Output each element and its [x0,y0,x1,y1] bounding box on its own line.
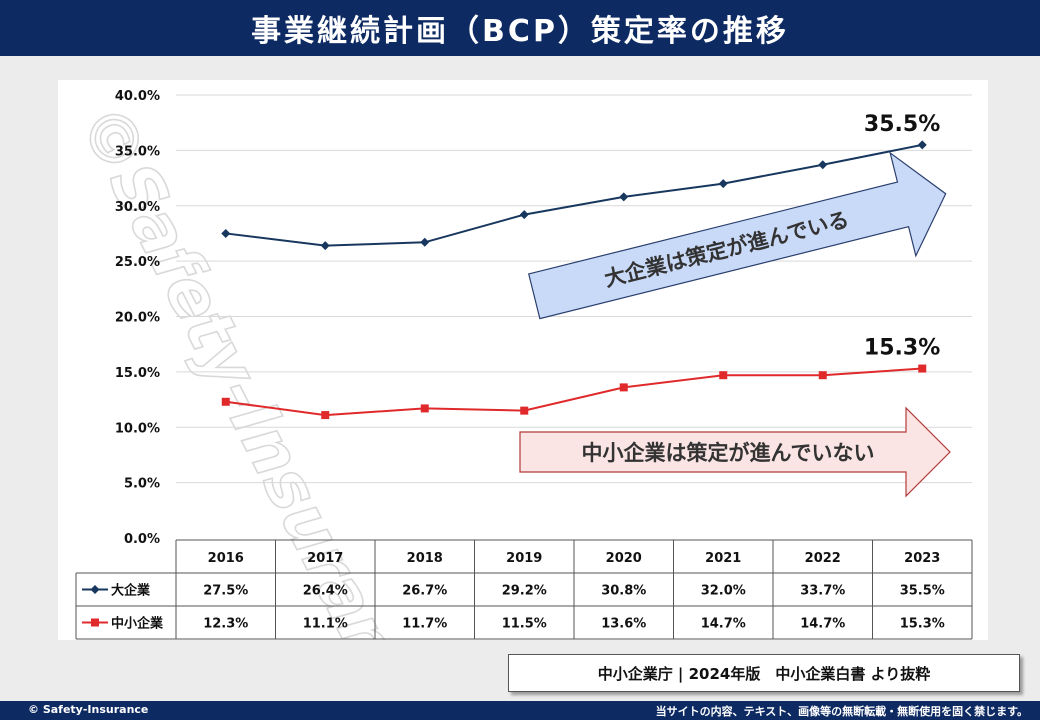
table-cell: 14.7% [701,617,746,632]
table-cell: 29.2% [502,584,547,599]
table-header-year: 2018 [407,551,443,566]
data-point [320,241,330,251]
y-tick-label: 5.0% [124,477,160,492]
source-note: 中小企業庁 | 2024年版 中小企業白書 より抜粋 [508,654,1020,692]
annotation-arrow-small: 中小企業は策定が進んでいない [519,406,951,498]
y-tick-label: 10.0% [115,421,160,436]
chart-series: 35.5% 15.3% [221,112,940,420]
y-tick-label: 0.0% [124,532,160,547]
data-point [221,228,231,238]
arrow-shape [519,406,951,498]
series-line [225,143,923,247]
legend-marker [91,618,99,627]
arrow-label: 中小企業は策定が進んでいない [582,441,875,465]
y-tick-label: 20.0% [115,311,160,326]
data-point [519,210,529,220]
table-header-year: 2021 [705,551,741,566]
y-tick-label: 40.0% [115,89,160,104]
data-table: 2016 2017 2018 2019 2020 2021 2022 2023 大企業 27.5%… [75,539,973,640]
data-point [321,411,330,420]
footer-bar: © Safety-Insurance 当サイトの内容、テキスト、画像等の無断転載… [0,701,1040,720]
data-point [818,371,827,380]
y-tick-label: 35.0% [115,144,160,159]
series-end-label: 35.5% [864,112,940,137]
data-point [818,160,828,170]
arrow-shape [528,151,947,320]
table-row-label: 中小企業 [111,616,164,632]
footer-copyright: © Safety-Insurance [28,703,149,716]
data-point [918,364,927,373]
table-header-year: 2022 [805,551,841,566]
table-cell: 26.4% [303,584,348,599]
table-cell: 33.7% [800,584,845,599]
data-point [917,140,927,150]
table-cell: 11.1% [303,617,348,632]
table-cell: 15.3% [900,617,945,632]
table-cell: 13.6% [601,617,646,632]
table-cell: 35.5% [900,584,945,599]
table-cell: 26.7% [402,584,447,599]
legend-marker [90,585,100,594]
page-title: 事業継続計画（BCP）策定率の推移 [0,0,1040,56]
y-axis: 0.0% 5.0% 10.0% 15.0% 20.0% 25.0% 30.0% 35.0% 40… [115,89,160,547]
table-cell: 30.8% [601,584,646,599]
table-header-year: 2016 [208,551,244,566]
table-cell: 12.3% [203,617,248,632]
data-point [719,371,728,380]
table-cell: 27.5% [203,584,248,599]
table-row-label: 大企業 [111,583,151,599]
data-point [718,179,728,189]
chart-panel: ©Safety-Insurance 0.0% 5.0% 10.0% 15.0% 20.0… [58,80,988,640]
data-point [420,404,429,413]
y-tick-label: 25.0% [115,255,160,270]
table-header-year: 2019 [506,551,542,566]
data-point [619,383,628,392]
y-tick-label: 15.0% [115,366,160,381]
table-cell: 11.7% [402,617,447,632]
table-cell: 11.5% [502,617,547,632]
bcp-line-chart: ©Safety-Insurance 0.0%5.0%10.0%15.0%20.0… [63,89,973,640]
data-point [420,237,430,247]
data-point [221,397,230,406]
series-end-label: 15.3% [864,336,940,361]
data-point [619,192,629,202]
table-header-year: 2023 [904,551,940,566]
table-cell: 32.0% [701,584,746,599]
table-header-year: 2017 [307,551,343,566]
data-point [520,406,529,415]
series-line [225,367,923,417]
y-tick-label: 30.0% [115,200,160,215]
footer-notice: 当サイトの内容、テキスト、画像等の無断転載・無断使用を固く禁じます。 [655,705,1028,718]
table-header-year: 2020 [606,551,642,566]
table-cell: 14.7% [800,617,845,632]
